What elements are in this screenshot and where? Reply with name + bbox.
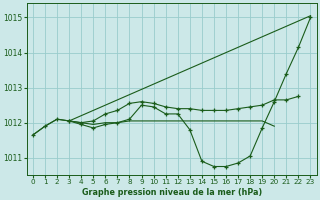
X-axis label: Graphe pression niveau de la mer (hPa): Graphe pression niveau de la mer (hPa) bbox=[82, 188, 262, 197]
